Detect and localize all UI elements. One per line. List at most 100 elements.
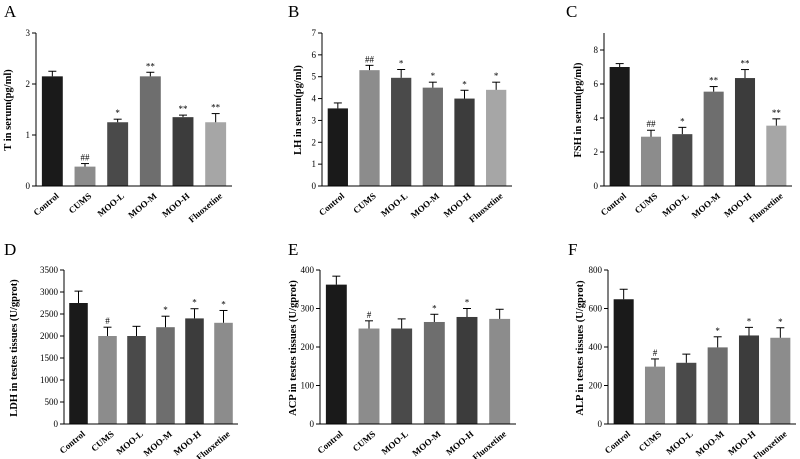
y-tick-label: 3000 (40, 287, 59, 297)
category-label: MOO-L (379, 191, 410, 219)
category-label: CUMS (637, 429, 664, 454)
bar (640, 136, 662, 186)
bar (325, 284, 347, 424)
bar (359, 70, 380, 186)
significance-label: * (399, 59, 404, 69)
y-axis-title: LDH in testes tissues (U/gprot) (9, 279, 20, 417)
bar (489, 318, 511, 424)
significance-label: * (465, 298, 470, 308)
category-label: Control (599, 190, 629, 217)
y-tick-label: 0 (598, 419, 603, 429)
significance-label: ** (772, 108, 782, 118)
y-tick-label: 1000 (40, 375, 59, 385)
y-axis-title: LH in serum(pg/ml) (293, 65, 304, 155)
y-tick-label: 2 (312, 137, 317, 147)
panel-label: A (4, 2, 17, 21)
bar (69, 303, 88, 424)
y-tick-label: 6 (594, 79, 599, 89)
bar (613, 299, 634, 424)
significance-label: # (367, 310, 372, 320)
significance-label: * (192, 298, 197, 308)
bar (738, 335, 760, 424)
y-tick-label: 500 (45, 397, 59, 407)
y-tick-label: 400 (301, 265, 315, 275)
y-axis-title: FSH in serum(pg/ml) (573, 62, 584, 158)
bar (391, 328, 413, 424)
bar (703, 91, 724, 186)
y-tick-label: 200 (301, 342, 315, 352)
category-label: MOO-H (160, 191, 191, 220)
significance-label: * (462, 79, 467, 89)
significance-label: * (163, 305, 168, 315)
y-tick-label: 6 (312, 50, 317, 60)
significance-label: * (221, 299, 226, 309)
panel-label: C (566, 2, 577, 21)
y-axis-title: ALP in testes tissues (U/gprot) (575, 280, 586, 416)
y-tick-label: 2500 (40, 309, 59, 319)
panel-d: D LDH in testes tissues (U/gprot) 0 500 10… (4, 240, 238, 459)
y-tick-label: 200 (589, 381, 603, 391)
y-tick-label: 300 (301, 304, 315, 314)
significance-label: * (778, 317, 783, 327)
category-label: Control (31, 190, 61, 217)
significance-label: ** (146, 61, 156, 71)
panel-b: B LH in serum(pg/ml) 0 1 2 3 4 5 6 7 Control ## CU… (288, 2, 512, 224)
bar (423, 321, 445, 424)
y-tick-label: 8 (594, 45, 599, 55)
y-tick-label: 3 (312, 115, 317, 125)
y-tick-label: 600 (589, 304, 603, 314)
significance-label: ## (647, 119, 657, 129)
y-tick-label: 2000 (40, 331, 59, 341)
category-label: CUMS (351, 191, 378, 216)
category-label: MOO-M (141, 428, 174, 458)
y-tick-label: 2 (594, 147, 599, 157)
category-label: Fluoxetine (187, 191, 224, 225)
y-axis-title: ACP in testes tissues (U/gprot) (288, 280, 299, 416)
category-label: MOO-M (410, 428, 443, 458)
y-tick-label: 1500 (40, 353, 59, 363)
y-tick-label: 2 (26, 79, 31, 89)
panel-c: C FSH in serum(pg/ml) 0 2 4 6 8 Control ## CUMS… (566, 2, 792, 224)
panel-label: D (4, 240, 16, 259)
category-label: MOO-L (380, 429, 411, 457)
significance-label: * (115, 108, 120, 118)
bar (422, 87, 443, 186)
significance-label: * (747, 316, 752, 326)
significance-label: # (105, 316, 110, 326)
significance-label: * (432, 303, 437, 313)
y-tick-label: 100 (301, 381, 315, 391)
category-label: MOO-L (664, 429, 695, 457)
category-label: MOO-L (114, 429, 145, 457)
category-label: Fluoxetine (471, 429, 508, 459)
significance-label: ## (365, 54, 375, 64)
y-tick-label: 4 (312, 94, 317, 104)
y-tick-label: 0 (26, 181, 31, 191)
significance-label: * (431, 71, 436, 81)
bar (672, 134, 693, 186)
panel-label: B (288, 2, 299, 21)
bar (327, 108, 348, 186)
category-label: Control (315, 428, 345, 455)
y-tick-label: 0 (312, 181, 317, 191)
y-tick-label: 800 (589, 265, 603, 275)
category-label: CUMS (351, 429, 378, 454)
category-label: MOO-L (660, 191, 691, 219)
bar (770, 337, 791, 424)
y-tick-label: 5 (312, 72, 317, 82)
bar (609, 67, 630, 186)
y-tick-label: 1 (26, 130, 31, 140)
category-label: CUMS (633, 191, 660, 216)
category-label: Control (603, 428, 633, 455)
y-tick-label: 0 (310, 419, 315, 429)
bar (156, 327, 175, 424)
bar (456, 316, 478, 424)
panel-label: F (568, 240, 577, 259)
panel-label: E (288, 240, 298, 259)
category-label: MOO-H (444, 429, 475, 458)
category-label: MOO-M (690, 190, 723, 220)
category-label: Control (317, 190, 347, 217)
category-label: CUMS (67, 191, 94, 216)
significance-label: ## (81, 153, 91, 163)
bar (454, 98, 475, 186)
bar (707, 347, 728, 424)
